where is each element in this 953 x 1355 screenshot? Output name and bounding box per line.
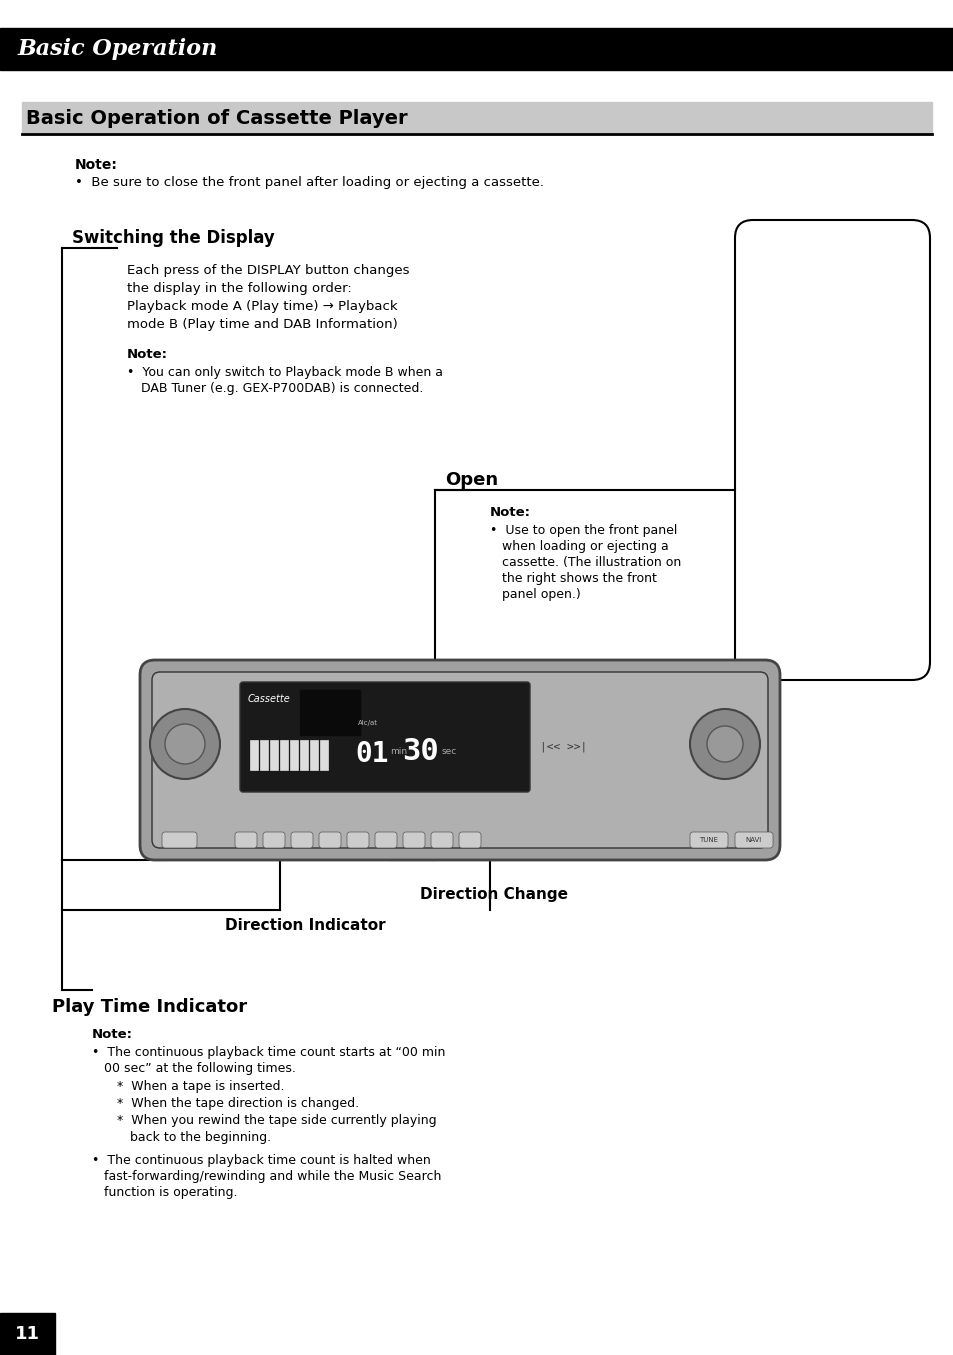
- Circle shape: [706, 726, 742, 762]
- Text: panel open.): panel open.): [501, 588, 580, 602]
- Text: Note:: Note:: [75, 159, 118, 172]
- Text: *  When the tape direction is changed.: * When the tape direction is changed.: [117, 1098, 358, 1110]
- Text: *  When you rewind the tape side currently playing: * When you rewind the tape side currentl…: [117, 1114, 436, 1127]
- Text: •  Be sure to close the front panel after loading or ejecting a cassette.: • Be sure to close the front panel after…: [75, 176, 543, 188]
- FancyBboxPatch shape: [234, 832, 256, 848]
- Text: Each press of the DISPLAY button changes: Each press of the DISPLAY button changes: [127, 264, 409, 276]
- FancyBboxPatch shape: [318, 832, 340, 848]
- Text: Direction Indicator: Direction Indicator: [225, 917, 385, 934]
- FancyBboxPatch shape: [689, 832, 727, 848]
- FancyBboxPatch shape: [734, 832, 772, 848]
- Text: *  When a tape is inserted.: * When a tape is inserted.: [117, 1080, 284, 1093]
- Text: Switching the Display: Switching the Display: [71, 229, 274, 247]
- FancyBboxPatch shape: [431, 832, 453, 848]
- Text: back to the beginning.: back to the beginning.: [130, 1131, 271, 1144]
- FancyBboxPatch shape: [152, 672, 767, 848]
- Text: function is operating.: function is operating.: [104, 1186, 237, 1199]
- Bar: [310, 740, 317, 770]
- Text: fast-forwarding/rewinding and while the Music Search: fast-forwarding/rewinding and while the …: [104, 1169, 441, 1183]
- Text: the display in the following order:: the display in the following order:: [127, 282, 352, 295]
- Bar: [0, 1313, 55, 1355]
- Text: 00 sec” at the following times.: 00 sec” at the following times.: [104, 1062, 295, 1075]
- Text: •  The continuous playback time count is halted when: • The continuous playback time count is …: [91, 1154, 431, 1167]
- FancyBboxPatch shape: [291, 832, 313, 848]
- Text: Note:: Note:: [91, 1028, 132, 1041]
- FancyBboxPatch shape: [347, 832, 369, 848]
- Circle shape: [689, 709, 760, 779]
- Text: Play Time Indicator: Play Time Indicator: [52, 999, 247, 1016]
- Bar: [299, 690, 359, 734]
- Text: Basic Operation of Cassette Player: Basic Operation of Cassette Player: [26, 108, 407, 127]
- Text: when loading or ejecting a: when loading or ejecting a: [501, 541, 668, 553]
- Text: Cassette: Cassette: [248, 694, 291, 705]
- Bar: [0, 28, 953, 70]
- FancyBboxPatch shape: [140, 660, 780, 860]
- Text: 01: 01: [355, 740, 388, 768]
- FancyBboxPatch shape: [240, 682, 530, 793]
- Text: 11: 11: [15, 1325, 40, 1343]
- Text: 30: 30: [401, 737, 438, 766]
- Circle shape: [150, 709, 220, 779]
- Text: Note:: Note:: [490, 505, 531, 519]
- FancyBboxPatch shape: [162, 832, 196, 848]
- Bar: [260, 740, 268, 770]
- Text: min: min: [390, 747, 407, 756]
- Bar: [270, 740, 277, 770]
- FancyBboxPatch shape: [402, 832, 424, 848]
- Text: Basic Operation: Basic Operation: [18, 38, 218, 60]
- Text: •  The continuous playback time count starts at “00 min: • The continuous playback time count sta…: [91, 1046, 445, 1060]
- Text: sec: sec: [441, 747, 456, 756]
- Text: •  You can only switch to Playback mode B when a: • You can only switch to Playback mode B…: [127, 366, 442, 379]
- Bar: [299, 740, 308, 770]
- FancyBboxPatch shape: [458, 832, 480, 848]
- Text: TUNE: TUNE: [699, 837, 718, 843]
- Text: •  Use to open the front panel: • Use to open the front panel: [490, 524, 677, 537]
- Bar: [250, 740, 257, 770]
- Text: mode B (Play time and DAB Information): mode B (Play time and DAB Information): [127, 318, 397, 331]
- Text: |<< >>|: |<< >>|: [539, 743, 587, 752]
- Circle shape: [165, 724, 205, 764]
- Text: the right shows the front: the right shows the front: [501, 572, 657, 585]
- Text: Open: Open: [444, 472, 497, 489]
- Text: Playback mode A (Play time) → Playback: Playback mode A (Play time) → Playback: [127, 299, 397, 313]
- Text: cassette. (The illustration on: cassette. (The illustration on: [501, 556, 680, 569]
- Text: Alc/at: Alc/at: [357, 720, 377, 726]
- Text: Note:: Note:: [127, 348, 168, 360]
- Bar: [290, 740, 297, 770]
- Text: DAB Tuner (e.g. GEX-P700DAB) is connected.: DAB Tuner (e.g. GEX-P700DAB) is connecte…: [141, 382, 423, 396]
- FancyBboxPatch shape: [375, 832, 396, 848]
- Bar: [319, 740, 328, 770]
- Text: Direction Change: Direction Change: [419, 888, 567, 902]
- FancyBboxPatch shape: [263, 832, 285, 848]
- Bar: [22, 102, 931, 134]
- Bar: [280, 740, 288, 770]
- Text: NAVI: NAVI: [745, 837, 761, 843]
